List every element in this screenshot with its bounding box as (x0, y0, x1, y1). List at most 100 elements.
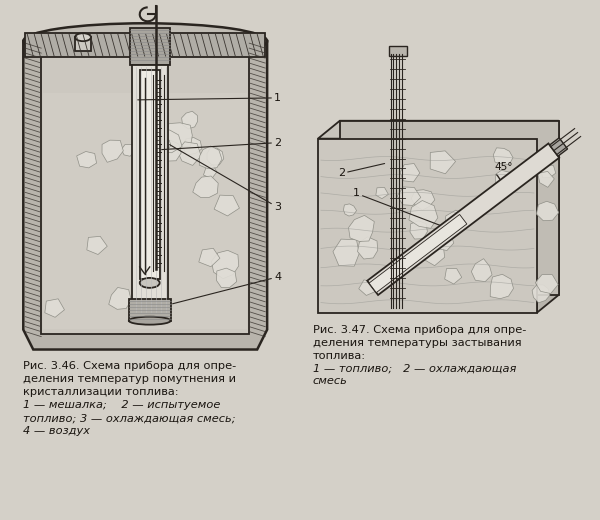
Polygon shape (199, 249, 220, 267)
Polygon shape (550, 138, 568, 156)
Polygon shape (158, 140, 181, 161)
Polygon shape (199, 249, 220, 267)
Polygon shape (158, 140, 181, 161)
Bar (25, 41, 41, 342)
Polygon shape (421, 240, 445, 266)
Text: 1 — топливо;   2 — охлаждающая: 1 — топливо; 2 — охлаждающая (313, 363, 517, 373)
Polygon shape (369, 214, 467, 293)
Polygon shape (214, 195, 239, 216)
Polygon shape (445, 268, 462, 284)
Polygon shape (87, 236, 107, 254)
Text: Рис. 3.46. Схема прибора для опре-: Рис. 3.46. Схема прибора для опре- (23, 361, 236, 371)
Polygon shape (340, 121, 559, 295)
Polygon shape (411, 190, 435, 210)
Text: 2: 2 (161, 138, 281, 150)
Polygon shape (203, 165, 217, 179)
Bar (129, 299, 170, 321)
Polygon shape (45, 299, 64, 317)
Polygon shape (537, 121, 559, 313)
Polygon shape (217, 268, 236, 288)
Polygon shape (217, 268, 236, 288)
Polygon shape (160, 138, 171, 151)
Polygon shape (538, 172, 554, 187)
Polygon shape (532, 285, 550, 303)
Polygon shape (155, 130, 182, 153)
Polygon shape (536, 201, 559, 220)
Polygon shape (77, 151, 97, 168)
Polygon shape (358, 237, 378, 259)
Polygon shape (211, 250, 239, 279)
Bar (41, 43, 249, 334)
Polygon shape (207, 148, 224, 165)
Ellipse shape (140, 278, 160, 288)
Polygon shape (541, 164, 556, 178)
Text: Рис. 3.47. Схема прибора для опре-: Рис. 3.47. Схема прибора для опре- (313, 324, 526, 335)
Polygon shape (367, 144, 559, 295)
Polygon shape (359, 280, 376, 295)
Polygon shape (410, 221, 427, 239)
Polygon shape (495, 171, 510, 187)
Polygon shape (400, 163, 420, 182)
Ellipse shape (75, 33, 91, 41)
Polygon shape (121, 145, 134, 157)
Text: смесь: смесь (313, 376, 348, 386)
Polygon shape (445, 210, 467, 233)
Polygon shape (409, 201, 438, 228)
Polygon shape (23, 41, 267, 349)
Polygon shape (121, 145, 134, 157)
Polygon shape (183, 137, 202, 155)
Polygon shape (318, 121, 559, 139)
Ellipse shape (129, 317, 170, 324)
Polygon shape (493, 148, 513, 164)
Bar (132, 65, 167, 314)
Polygon shape (152, 154, 168, 168)
Polygon shape (160, 138, 171, 151)
Polygon shape (397, 187, 421, 205)
Polygon shape (433, 228, 454, 251)
Polygon shape (211, 250, 239, 279)
Polygon shape (182, 111, 197, 129)
Polygon shape (343, 204, 356, 216)
Polygon shape (349, 215, 374, 241)
Polygon shape (152, 154, 168, 168)
Polygon shape (102, 140, 124, 162)
Polygon shape (333, 239, 359, 266)
Polygon shape (77, 151, 97, 168)
Text: 1: 1 (353, 188, 455, 231)
Ellipse shape (23, 23, 267, 59)
Text: деления температуры застывания: деления температуры застывания (313, 337, 521, 347)
Polygon shape (376, 188, 388, 199)
Text: 1 — мешалка;    2 — испытуемое: 1 — мешалка; 2 — испытуемое (23, 400, 221, 410)
Polygon shape (109, 288, 131, 309)
Bar (43, 93, 247, 329)
Polygon shape (45, 299, 64, 317)
Polygon shape (102, 140, 124, 162)
Polygon shape (109, 288, 131, 309)
Bar (25, 33, 265, 57)
Polygon shape (199, 146, 222, 168)
Polygon shape (203, 165, 217, 179)
Polygon shape (155, 130, 182, 153)
Text: 45°: 45° (494, 162, 512, 173)
Polygon shape (166, 123, 193, 147)
Polygon shape (199, 146, 222, 168)
Text: 4 — воздух: 4 — воздух (23, 426, 90, 436)
Polygon shape (183, 137, 202, 155)
Bar (75, 37, 91, 51)
Bar (130, 28, 170, 65)
Polygon shape (472, 258, 492, 282)
Polygon shape (178, 142, 201, 165)
Text: топливо; 3 — охлаждающая смесь;: топливо; 3 — охлаждающая смесь; (23, 413, 236, 423)
Polygon shape (178, 142, 201, 165)
Polygon shape (87, 236, 107, 254)
Bar (140, 70, 160, 279)
Polygon shape (193, 176, 218, 198)
Text: 3: 3 (170, 145, 281, 212)
Polygon shape (490, 275, 514, 298)
Polygon shape (166, 123, 193, 147)
Polygon shape (214, 195, 239, 216)
Bar (389, 46, 407, 56)
Text: 1: 1 (138, 93, 281, 103)
Polygon shape (193, 176, 218, 198)
Text: 2: 2 (338, 163, 385, 178)
